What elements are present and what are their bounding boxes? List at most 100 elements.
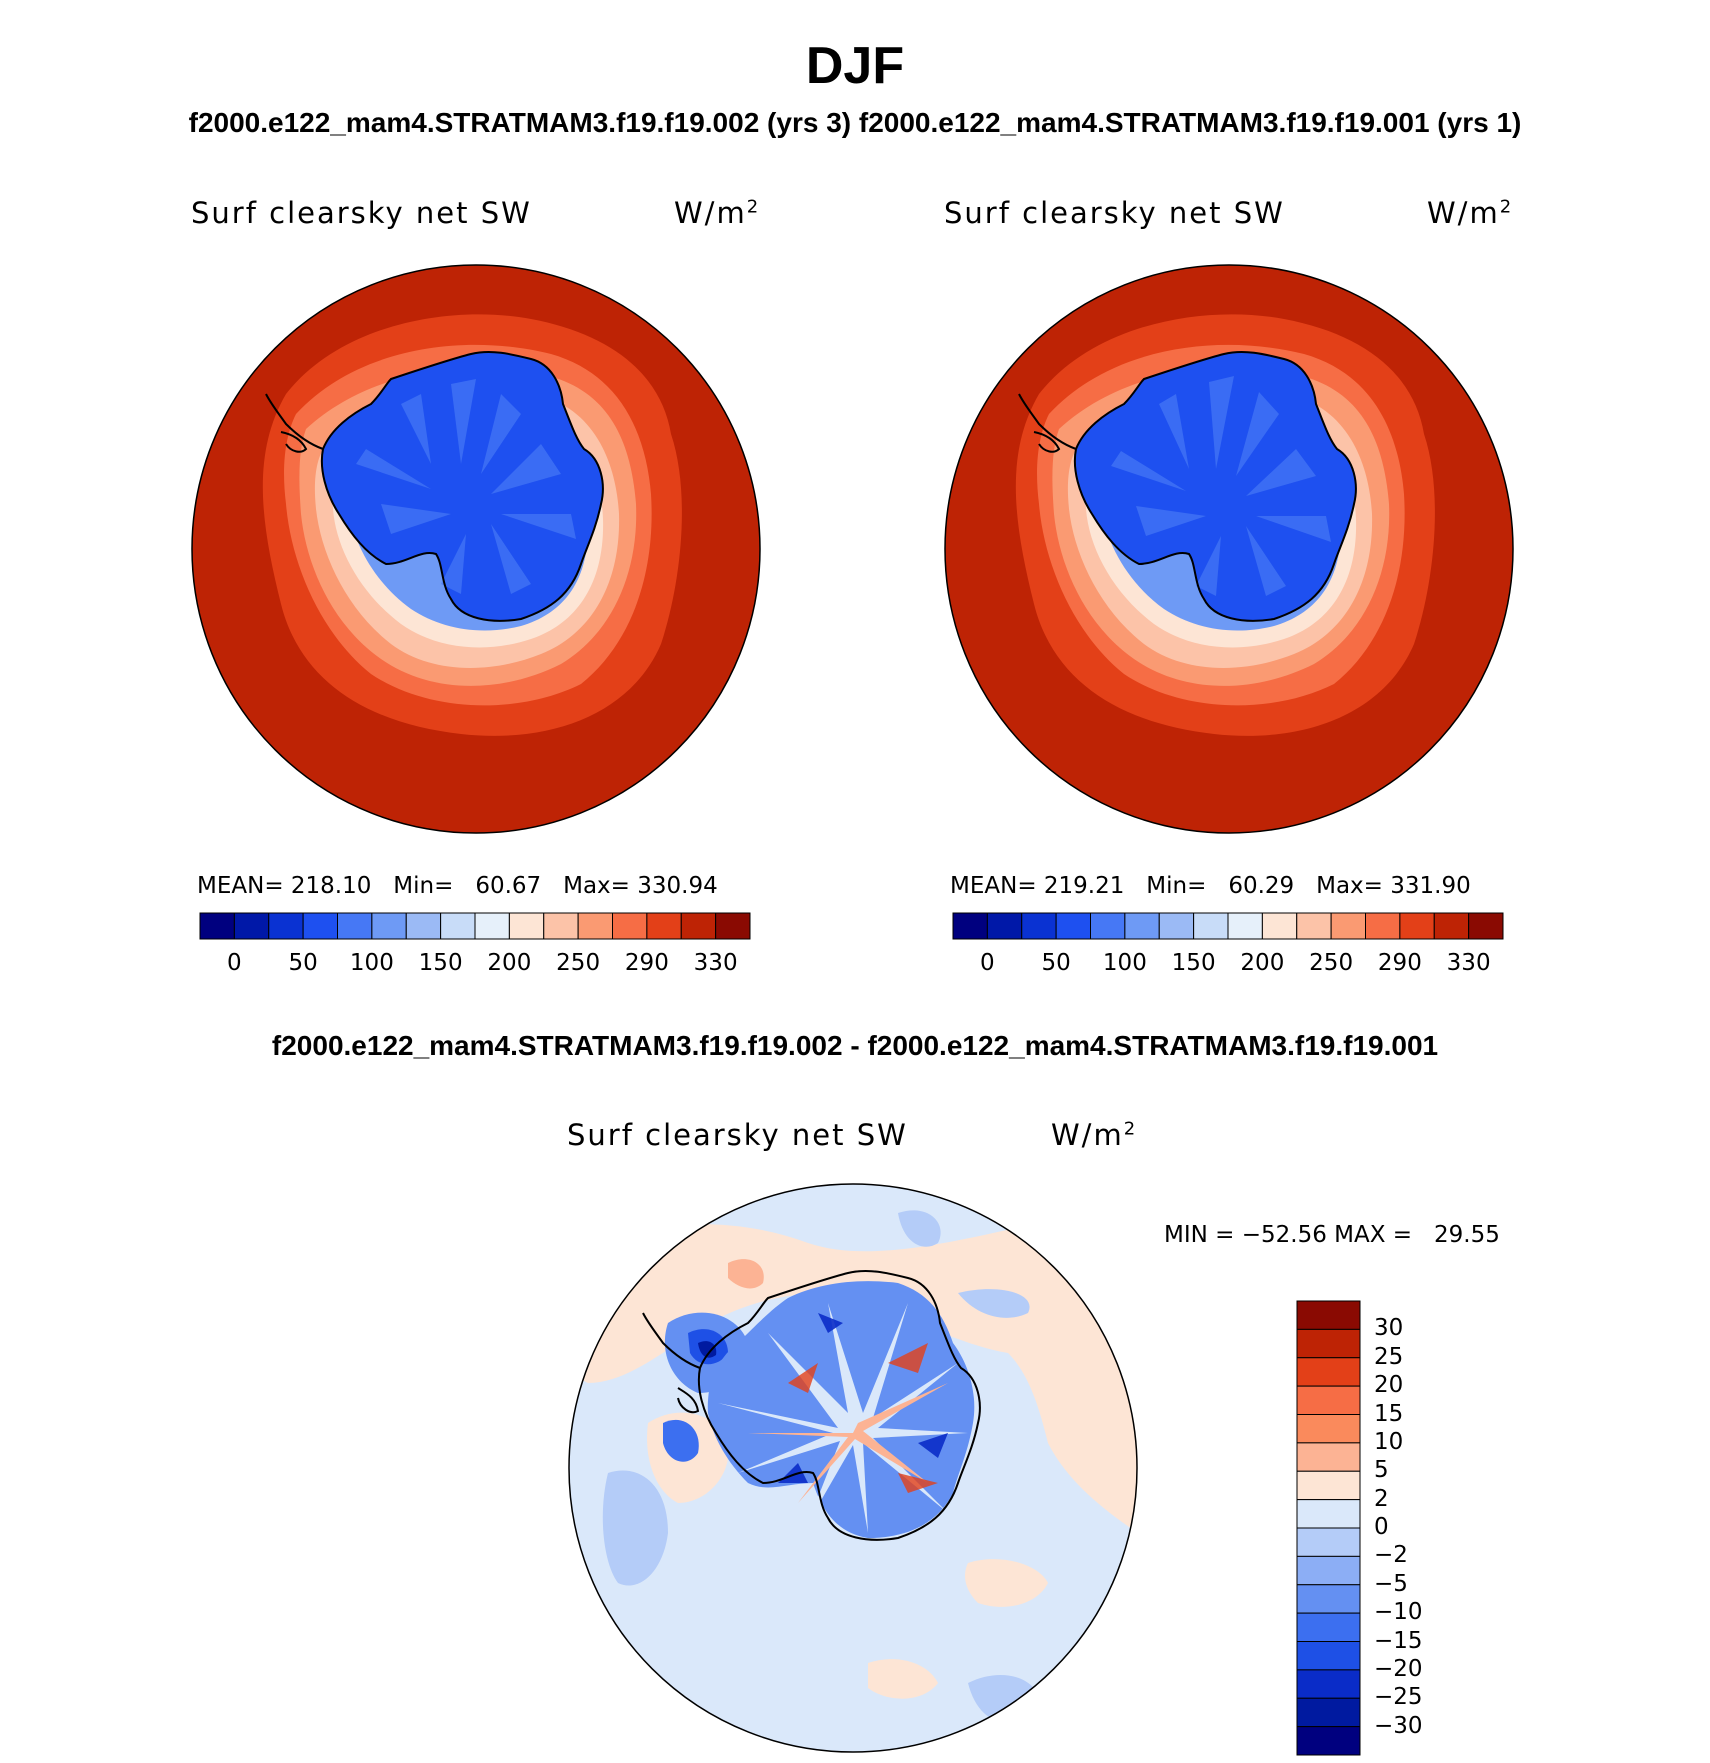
panel2-title: Surf clearsky net SW bbox=[944, 196, 1285, 230]
panel2-colorbar-ticks: 0 50 100 150 200 250 290 330 bbox=[953, 950, 1503, 980]
colorbar-tick-label: 250 bbox=[1309, 950, 1354, 976]
figure-title: DJF bbox=[805, 37, 905, 95]
colorbar-tick-label: 330 bbox=[1446, 950, 1491, 976]
colorbar-swatch bbox=[1296, 1555, 1361, 1586]
colorbar-swatch bbox=[1330, 912, 1366, 940]
colorbar-swatch bbox=[233, 912, 270, 940]
colorbar-tick-label: 15 bbox=[1374, 1400, 1404, 1427]
colorbar-swatch bbox=[1158, 912, 1195, 940]
diff-map bbox=[568, 1183, 1138, 1753]
colorbar-swatch bbox=[1365, 912, 1401, 940]
colorbar-tick-label: 50 bbox=[1041, 950, 1071, 976]
colorbar-swatch bbox=[508, 912, 545, 940]
colorbar-swatch bbox=[1296, 1669, 1361, 1699]
colorbar-tick-label: 2 bbox=[1374, 1485, 1389, 1512]
colorbar-swatch bbox=[1296, 1357, 1361, 1387]
colorbar-swatch bbox=[986, 912, 1023, 940]
colorbar-tick-label: 0 bbox=[1374, 1514, 1389, 1540]
diff-subtitle: f2000.e122_mam4.STRATMAM3.f19.f19.002 - … bbox=[271, 1030, 1439, 1061]
colorbar-swatch bbox=[1296, 1726, 1361, 1756]
diff-colorbar bbox=[1296, 1300, 1361, 1756]
colorbar-swatch bbox=[1296, 1385, 1361, 1415]
panel1-stats: MEAN= 218.10 Min= 60.67 Max= 330.94 bbox=[197, 873, 718, 899]
colorbar-swatch bbox=[1296, 1641, 1361, 1671]
colorbar-swatch bbox=[1296, 1612, 1361, 1642]
colorbar-swatch bbox=[715, 912, 751, 940]
colorbar-tick-label: 0 bbox=[980, 950, 995, 976]
colorbar-swatch bbox=[1090, 912, 1126, 940]
colorbar-swatch bbox=[1296, 912, 1332, 940]
colorbar-swatch bbox=[1296, 1300, 1361, 1330]
colorbar-tick-label: 200 bbox=[487, 950, 532, 976]
colorbar-tick-label: 330 bbox=[693, 950, 738, 976]
colorbar-tick-label: 150 bbox=[418, 950, 463, 976]
colorbar-tick-label: 290 bbox=[1377, 950, 1422, 976]
colorbar-swatch bbox=[1227, 912, 1263, 940]
colorbar-swatch bbox=[1296, 1328, 1361, 1359]
colorbar-tick-label: 10 bbox=[1374, 1428, 1404, 1455]
colorbar-tick-label: −15 bbox=[1374, 1627, 1423, 1654]
colorbar-tick-label: 20 bbox=[1374, 1372, 1404, 1399]
panel1-map bbox=[191, 264, 761, 834]
diff-title: Surf clearsky net SW bbox=[567, 1118, 908, 1152]
panel2-map bbox=[944, 264, 1514, 834]
colorbar-tick-label: −10 bbox=[1374, 1599, 1423, 1626]
panel1-units: W/m2 bbox=[674, 196, 761, 230]
panel1-title: Surf clearsky net SW bbox=[191, 196, 532, 230]
figure-subtitle: f2000.e122_mam4.STRATMAM3.f19.f19.002 (y… bbox=[188, 107, 1522, 138]
colorbar-tick-label: 25 bbox=[1374, 1343, 1404, 1370]
colorbar-swatch bbox=[1021, 912, 1057, 940]
colorbar-swatch bbox=[474, 912, 510, 940]
panel2-colorbar bbox=[952, 912, 1504, 940]
panel1-colorbar-ticks: 0 50 100 150 200 250 290 330 bbox=[200, 950, 750, 980]
colorbar-swatch bbox=[1433, 912, 1470, 940]
colorbar-tick-label: 200 bbox=[1240, 950, 1285, 976]
colorbar-swatch bbox=[337, 912, 373, 940]
colorbar-swatch bbox=[612, 912, 648, 940]
colorbar-tick-label: 150 bbox=[1171, 950, 1216, 976]
colorbar-tick-label: 30 bbox=[1374, 1315, 1404, 1342]
panel2-stats: MEAN= 219.21 Min= 60.29 Max= 331.90 bbox=[950, 873, 1471, 899]
colorbar-swatch bbox=[1296, 1527, 1361, 1557]
colorbar-tick-label: −30 bbox=[1374, 1712, 1423, 1739]
colorbar-swatch bbox=[543, 912, 579, 940]
diff-units: W/m2 bbox=[1051, 1118, 1138, 1152]
colorbar-swatch bbox=[577, 912, 613, 940]
colorbar-swatch bbox=[1296, 1697, 1361, 1728]
colorbar-tick-label: 100 bbox=[349, 950, 394, 976]
colorbar-swatch bbox=[1261, 912, 1298, 940]
colorbar-swatch bbox=[1296, 1470, 1361, 1501]
colorbar-swatch bbox=[1296, 1442, 1361, 1472]
colorbar-swatch bbox=[680, 912, 717, 940]
colorbar-swatch bbox=[952, 912, 988, 940]
colorbar-swatch bbox=[1055, 912, 1091, 940]
diff-colorbar-ticks: 30 25 20 15 10 5 2 0 −2 −5 −10 −15 −20 −25 −30 bbox=[1374, 1300, 1494, 1756]
colorbar-swatch bbox=[440, 912, 476, 940]
colorbar-swatch bbox=[1296, 1499, 1361, 1529]
colorbar-swatch bbox=[371, 912, 407, 940]
colorbar-tick-label: 100 bbox=[1102, 950, 1147, 976]
panel2-units: W/m2 bbox=[1427, 196, 1514, 230]
colorbar-swatch bbox=[1124, 912, 1160, 940]
panel1-colorbar bbox=[199, 912, 751, 940]
colorbar-swatch bbox=[268, 912, 304, 940]
colorbar-swatch bbox=[646, 912, 682, 940]
colorbar-tick-label: −25 bbox=[1374, 1684, 1423, 1711]
colorbar-tick-label: 5 bbox=[1374, 1457, 1389, 1484]
colorbar-tick-label: 0 bbox=[227, 950, 242, 976]
colorbar-tick-label: 250 bbox=[556, 950, 601, 976]
colorbar-swatch bbox=[1296, 1414, 1361, 1444]
colorbar-tick-label: 50 bbox=[288, 950, 318, 976]
colorbar-swatch bbox=[199, 912, 235, 940]
colorbar-swatch bbox=[1399, 912, 1435, 940]
colorbar-swatch bbox=[302, 912, 338, 940]
colorbar-swatch bbox=[1468, 912, 1504, 940]
colorbar-tick-label: 290 bbox=[624, 950, 669, 976]
colorbar-tick-label: −20 bbox=[1374, 1655, 1423, 1682]
colorbar-tick-label: −5 bbox=[1374, 1570, 1408, 1597]
colorbar-swatch bbox=[405, 912, 442, 940]
colorbar-swatch bbox=[1296, 1584, 1361, 1614]
diff-stats: MIN = −52.56 MAX = 29.55 bbox=[1164, 1222, 1500, 1248]
colorbar-tick-label: −2 bbox=[1374, 1542, 1408, 1569]
colorbar-swatch bbox=[1193, 912, 1229, 940]
